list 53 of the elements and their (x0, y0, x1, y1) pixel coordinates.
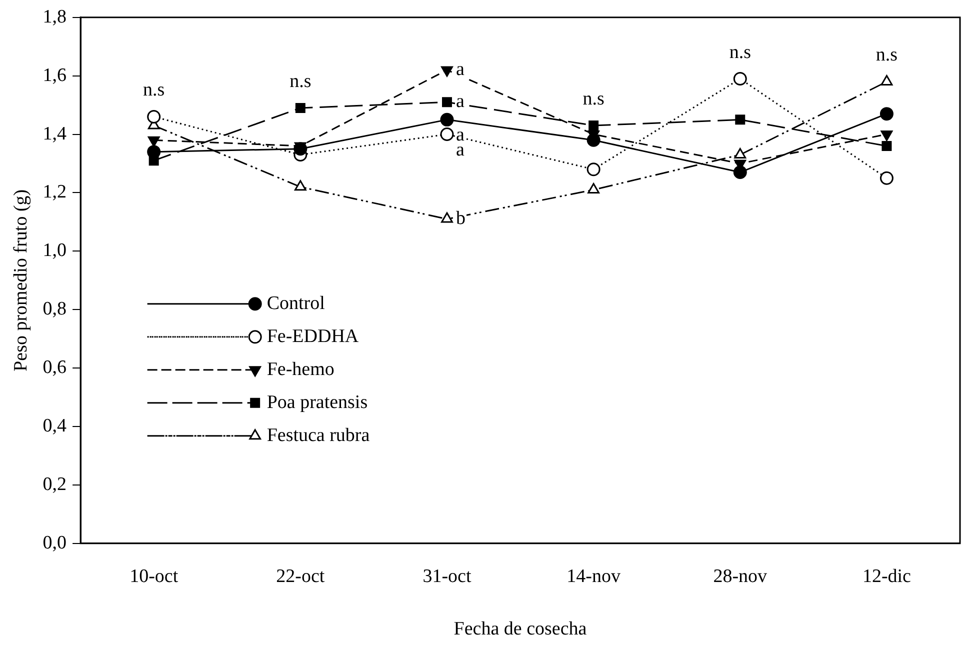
annotation: n.s (143, 80, 165, 101)
point (294, 180, 306, 191)
x-tick-label: 14-nov (566, 566, 621, 587)
legend-label: Control (266, 292, 325, 314)
point (440, 112, 454, 126)
x-tick-label: 28-nov (713, 566, 768, 587)
y-tick-label: 0,8 (42, 298, 67, 320)
point (880, 107, 894, 121)
annotation: n.s (290, 70, 312, 92)
point (882, 140, 892, 151)
legend-label: Fe-EDDHA (266, 326, 359, 347)
annotation: n.s (876, 44, 898, 66)
point (442, 97, 452, 108)
y-tick-label: 1,8 (42, 6, 67, 28)
point (733, 166, 747, 180)
point (588, 120, 599, 131)
legend-label: Festuca rubra (266, 424, 370, 446)
point (588, 183, 600, 194)
y-tick-label: 0,6 (42, 357, 67, 378)
point (147, 145, 161, 159)
x-tick-label: 12-dic (862, 566, 911, 587)
point (440, 128, 454, 142)
y-tick-label: 1,2 (42, 182, 67, 203)
y-tick-label: 1,6 (42, 64, 67, 86)
x-axis-title: Fecha de cosecha (454, 618, 588, 640)
annotation: a (456, 124, 465, 146)
point (441, 66, 453, 77)
legend-label: Fe-hemo (266, 358, 334, 380)
point (586, 162, 600, 176)
point (586, 133, 600, 147)
y-tick-label: 0,2 (42, 474, 67, 495)
x-tick-label: 10-oct (130, 566, 179, 587)
point (441, 212, 453, 223)
annotation: a (456, 58, 465, 80)
point (148, 136, 160, 147)
legend-label: Poa pratensis (266, 392, 368, 413)
point (294, 142, 308, 156)
annotation: n.s (582, 88, 604, 110)
x-tick-label: 22-oct (276, 566, 326, 587)
annotation: a (456, 91, 465, 112)
y-axis-title: Peso promedio fruto (g) (10, 189, 32, 372)
y-tick-label: 0,0 (42, 532, 67, 554)
x-tick-label: 31-oct (422, 566, 472, 587)
point (147, 110, 161, 124)
annotation: n.s (729, 42, 751, 63)
point (735, 114, 746, 125)
point (733, 72, 747, 86)
y-tick-label: 1,0 (42, 240, 67, 262)
point (295, 102, 306, 113)
annotation: b (456, 208, 466, 230)
y-tick-label: 0,4 (42, 415, 68, 436)
y-tick-label: 1,4 (42, 123, 68, 144)
point (880, 171, 894, 185)
